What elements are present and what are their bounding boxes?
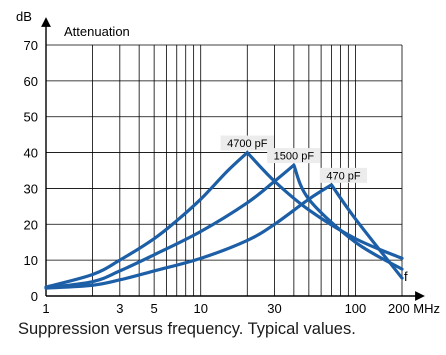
- y-tick-label: 50: [24, 110, 38, 125]
- y-tick-label: 0: [31, 289, 38, 304]
- x-tick-label: 200 MHz: [388, 301, 440, 316]
- series-label: 1500 pF: [274, 151, 315, 163]
- x-tick-label: 30: [267, 301, 281, 316]
- series-label: 4700 pF: [227, 138, 268, 150]
- series-line-0: [44, 150, 404, 289]
- x-tick-label: 3: [116, 301, 123, 316]
- y-tick-label: 10: [24, 253, 38, 268]
- x-axis-label: f: [404, 269, 408, 284]
- y-tick-label: 60: [24, 74, 38, 89]
- series-line-1: [44, 163, 404, 290]
- series-label: 470 pF: [326, 170, 361, 182]
- y-axis-label: dB: [16, 9, 32, 24]
- y-tick-label: 40: [24, 146, 38, 161]
- series-label-box: [319, 167, 368, 183]
- y-tick-label: 70: [24, 38, 38, 53]
- series-line-2: [44, 183, 404, 290]
- series-label-box: [220, 135, 274, 151]
- series-layer: [44, 150, 404, 290]
- series-label-box: [267, 148, 321, 164]
- x-tick-label: 5: [151, 301, 158, 316]
- axis-layer: 0 10 20 30 40 50 60 70 1 3 5 10 30 100 200 MHz dB Attenu…: [16, 9, 440, 316]
- x-tick-label: 100: [345, 301, 367, 316]
- y-tick-label: 30: [24, 181, 38, 196]
- y-tick-label: 20: [24, 217, 38, 232]
- label-layer: 4700 pF 1500 pF 470 pF: [220, 135, 368, 183]
- x-tick-label: 10: [193, 301, 207, 316]
- chart-caption: Suppression versus frequency. Typical va…: [18, 320, 356, 338]
- x-tick-label: 1: [42, 301, 49, 316]
- chart-title: Attenuation: [64, 24, 130, 39]
